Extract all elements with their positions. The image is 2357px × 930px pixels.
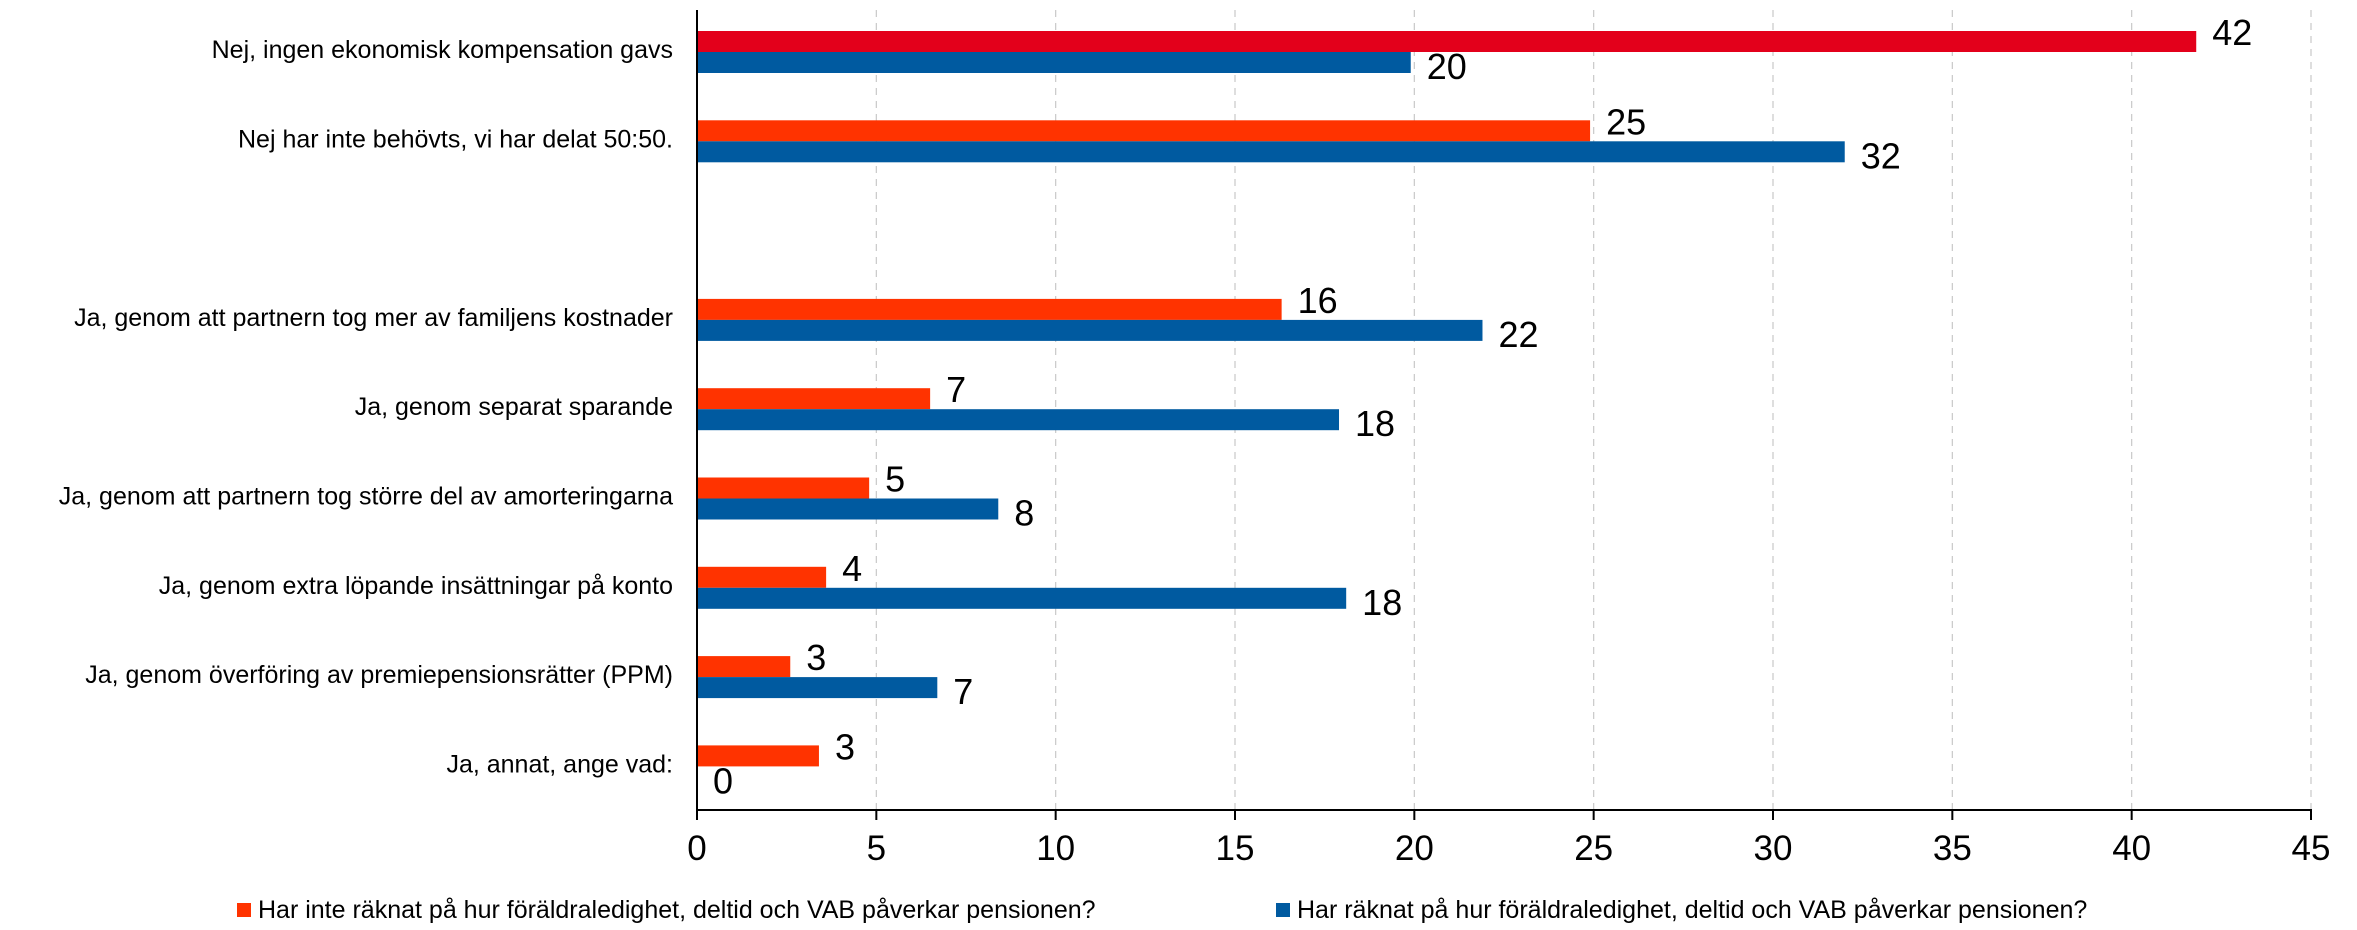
data-label: 18 bbox=[1362, 582, 1402, 623]
x-tick-label: 30 bbox=[1754, 829, 1793, 868]
x-tick-label: 40 bbox=[2112, 829, 2151, 868]
bar-series2 bbox=[697, 141, 1845, 162]
data-label: 7 bbox=[946, 369, 966, 410]
data-label: 3 bbox=[835, 726, 855, 767]
legend-label: Har räknat på hur föräldraledighet, delt… bbox=[1297, 896, 2087, 924]
category-label: Ja, annat, ange vad: bbox=[446, 750, 673, 778]
data-label: 20 bbox=[1427, 46, 1467, 87]
legend-swatch bbox=[1276, 903, 1290, 917]
x-tick-label: 35 bbox=[1933, 829, 1972, 868]
category-label: Ja, genom att partnern tog större del av… bbox=[59, 483, 673, 511]
data-label: 7 bbox=[953, 671, 973, 712]
data-label: 16 bbox=[1298, 280, 1338, 321]
bar-series2 bbox=[697, 320, 1482, 341]
bar-series2 bbox=[697, 409, 1339, 430]
x-tick-label: 10 bbox=[1036, 829, 1075, 868]
bar-series2 bbox=[697, 499, 998, 520]
data-label: 42 bbox=[2212, 12, 2252, 53]
bar-series1 bbox=[697, 656, 790, 677]
x-tick-label: 15 bbox=[1216, 829, 1255, 868]
data-label: 25 bbox=[1606, 101, 1646, 142]
data-label: 18 bbox=[1355, 403, 1395, 444]
bar-series2 bbox=[697, 588, 1346, 609]
bar-series2 bbox=[697, 677, 937, 698]
legend-label: Har inte räknat på hur föräldraledighet,… bbox=[258, 896, 1096, 924]
category-label: Nej har inte behövts, vi har delat 50:50… bbox=[238, 125, 673, 153]
data-label: 22 bbox=[1498, 314, 1538, 355]
data-label: 0 bbox=[713, 760, 733, 801]
bar-series1 bbox=[697, 388, 930, 409]
category-label: Ja, genom extra löpande insättningar på … bbox=[159, 572, 673, 600]
x-tick-label: 25 bbox=[1574, 829, 1613, 868]
data-label: 32 bbox=[1861, 135, 1901, 176]
data-label: 5 bbox=[885, 459, 905, 500]
bar-series2 bbox=[697, 52, 1411, 73]
x-tick-label: 0 bbox=[687, 829, 706, 868]
category-label: Nej, ingen ekonomisk kompensation gavs bbox=[212, 36, 673, 64]
category-label: Ja, genom överföring av premiepensionsrä… bbox=[85, 661, 673, 689]
legend-swatch bbox=[237, 903, 251, 917]
x-tick-label: 45 bbox=[2292, 829, 2331, 868]
x-tick-label: 5 bbox=[867, 829, 886, 868]
category-label: Ja, genom att partnern tog mer av familj… bbox=[74, 304, 673, 332]
bar-series1 bbox=[697, 567, 826, 588]
bar-series1 bbox=[697, 478, 869, 499]
data-label: 3 bbox=[806, 637, 826, 678]
x-tick-label: 20 bbox=[1395, 829, 1434, 868]
data-label: 4 bbox=[842, 548, 862, 589]
bar-series1 bbox=[697, 299, 1282, 320]
category-label: Ja, genom separat sparande bbox=[355, 393, 673, 421]
bar-series1 bbox=[697, 120, 1590, 141]
data-label: 8 bbox=[1014, 493, 1034, 534]
